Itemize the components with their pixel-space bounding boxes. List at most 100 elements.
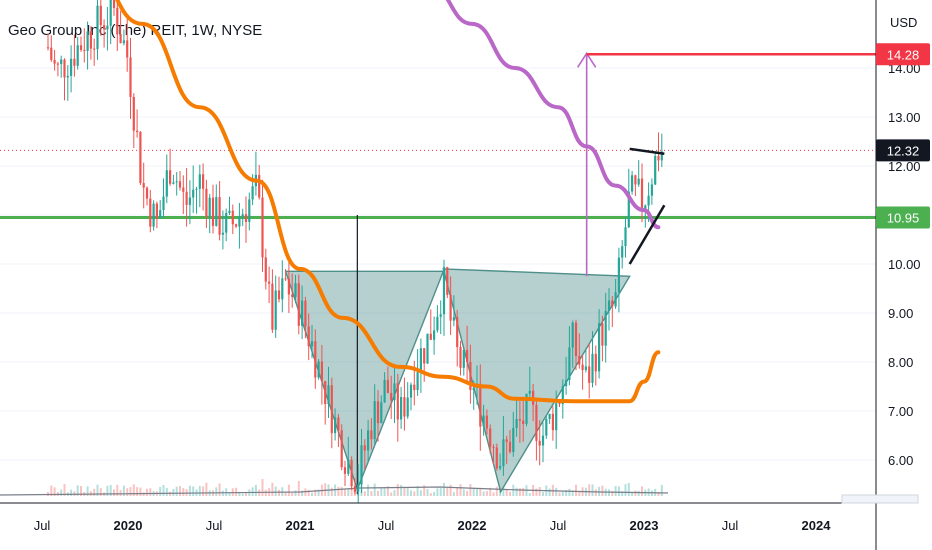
candle-body [139, 132, 142, 184]
candle-body [637, 178, 640, 185]
price-tag [876, 43, 930, 66]
candle-body [472, 387, 475, 391]
volume-bar [182, 488, 185, 496]
candle-body [106, 25, 109, 30]
candle-body [145, 187, 149, 199]
volume-bar [86, 486, 89, 496]
candle-body [416, 372, 419, 391]
candle-body [162, 196, 165, 211]
volume-bar [373, 483, 376, 496]
volume-bar [485, 491, 488, 496]
candle-body [281, 278, 284, 300]
candle-body [132, 96, 135, 131]
candle-body [202, 174, 205, 189]
candle-body [594, 353, 597, 372]
candle-body [228, 210, 231, 213]
candle-body [142, 183, 145, 188]
candle-body [660, 151, 663, 161]
candle-body [261, 197, 264, 258]
candle-body [310, 341, 314, 347]
volume-bar [129, 487, 132, 496]
candle-body [591, 353, 594, 383]
x-tick-label: Jul [722, 518, 739, 533]
volume-bar [499, 488, 502, 496]
volume-bar [439, 488, 442, 496]
candle-body [83, 49, 86, 51]
volume-bar [291, 493, 294, 496]
candle-body [393, 383, 396, 401]
candle-body [367, 430, 370, 451]
volume-bar [76, 485, 79, 496]
volume-bar [588, 484, 591, 496]
volume-bar [479, 487, 482, 496]
volume-bar [621, 491, 624, 496]
volume-bar [561, 491, 564, 496]
volume-bar [188, 485, 191, 496]
candle-body [73, 58, 76, 66]
volume-bar [410, 490, 412, 496]
candle-body [568, 347, 571, 380]
candle-body [96, 5, 99, 50]
currency-label: USD [890, 15, 917, 30]
volume-bar [594, 489, 597, 496]
candle-body [436, 316, 439, 331]
candle-body [350, 459, 353, 487]
candle-body [555, 403, 558, 431]
volume-bar [393, 490, 396, 496]
ema-slow-line [445, 0, 661, 230]
candle-body [221, 232, 224, 235]
candle-body [258, 174, 261, 198]
candle-body [439, 314, 442, 317]
volume-bar [198, 485, 201, 496]
candle-body [479, 383, 482, 427]
y-tick-label: 9.00 [888, 306, 913, 321]
volume-bar [456, 487, 459, 496]
volume-bar [555, 487, 558, 496]
candle-body [63, 59, 66, 78]
volume-bar [535, 488, 538, 496]
candle-body [419, 348, 422, 373]
scale-box [841, 494, 919, 504]
volume-bar [122, 485, 125, 496]
x-tick-label: 2023 [630, 518, 659, 533]
candle-body [528, 390, 531, 394]
candle-body [489, 428, 492, 447]
candlesticks [46, 0, 663, 503]
volume-bar [601, 485, 604, 496]
volume-bar [99, 488, 102, 496]
candle-body [297, 283, 300, 326]
volume-bar [386, 486, 389, 496]
volume-bar [462, 489, 465, 496]
candle-body [601, 323, 604, 346]
candle-body [409, 384, 413, 398]
x-tick-label: 2021 [286, 518, 315, 533]
candle-body [621, 246, 624, 258]
volume-bar [548, 488, 551, 496]
volume-bar [538, 487, 541, 496]
volume-bar [390, 492, 393, 496]
candle-body [433, 330, 436, 340]
candle-body [337, 417, 340, 431]
volume-bar [70, 489, 73, 496]
volume-bar [495, 486, 498, 496]
candle-body [466, 349, 469, 362]
candle-body [598, 323, 601, 372]
candle-body [211, 197, 215, 226]
volume-bar [159, 486, 162, 496]
price-tag-label: 14.28 [887, 47, 920, 62]
candle-body [505, 439, 508, 442]
candle-body [525, 393, 528, 424]
volume-bar [634, 490, 637, 496]
candle-body [248, 199, 251, 222]
candle-body [274, 290, 277, 330]
candle-body [581, 364, 584, 371]
candle-body [347, 459, 350, 474]
price-tag-label: 12.32 [887, 143, 920, 158]
candle-body [198, 174, 201, 189]
x-tick-label: 2020 [114, 518, 143, 533]
candle-body [423, 348, 426, 364]
candle-body [380, 402, 383, 424]
candle-body [60, 59, 63, 65]
candle-body [462, 349, 465, 368]
